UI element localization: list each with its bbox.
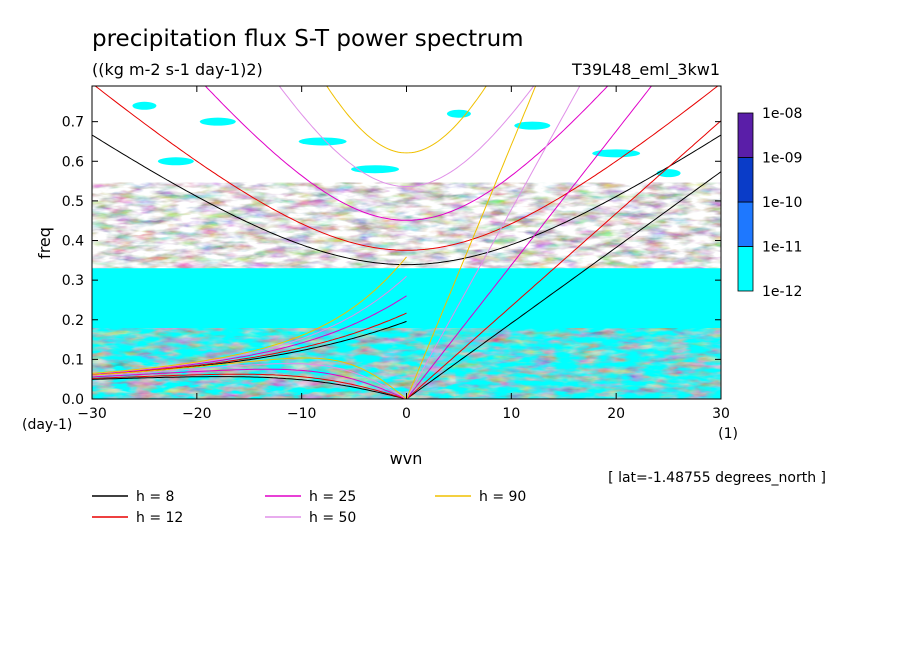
- dispersion-curves: [92, 86, 721, 399]
- shade-patch: [592, 149, 641, 158]
- dispersion-curve: [92, 376, 407, 399]
- y-tick-label: 0.0: [62, 392, 84, 408]
- y-tick-label: 0.5: [62, 194, 84, 210]
- dispersion-curve: [92, 312, 407, 376]
- colorbar-label: 1e-11: [762, 240, 802, 256]
- spectrum-shading: [92, 101, 721, 399]
- x-tick-label: 0: [402, 406, 411, 422]
- x-tick-label: −30: [77, 406, 107, 422]
- y-tick-label: 0.3: [62, 273, 84, 289]
- colorbar-label: 1e-09: [762, 151, 802, 167]
- dispersion-curve: [406, 120, 721, 399]
- shade-patch: [199, 117, 236, 126]
- dispersion-curve: [94, 86, 719, 251]
- y-unit-label: (day-1): [22, 417, 72, 433]
- colorbar-swatch: [737, 246, 754, 292]
- y-tick-label: 0.6: [62, 154, 84, 170]
- colorbar-label: 1e-12: [762, 284, 802, 300]
- dispersion-curve: [92, 363, 407, 399]
- x-axis-label: wvn: [390, 449, 423, 468]
- x-tick-label: 30: [712, 406, 730, 422]
- dispersion-curve: [92, 256, 407, 374]
- dispersion-curve: [406, 86, 581, 399]
- colorbar-label: 1e-10: [762, 195, 802, 211]
- shade-patch: [656, 169, 681, 178]
- x-tick-label: 20: [607, 406, 625, 422]
- latitude-annotation: [ lat=-1.48755 degrees_north ]: [608, 470, 826, 486]
- x-tick-label: −10: [287, 406, 317, 422]
- legend-label: h = 25: [309, 489, 356, 505]
- y-tick-label: 0.4: [62, 234, 84, 250]
- colorbar-swatch: [737, 201, 754, 247]
- colorbar-swatch: [737, 112, 754, 158]
- colorbar-label: 1e-08: [762, 106, 802, 122]
- shade-patch: [157, 157, 194, 166]
- y-tick-label: 0.1: [62, 352, 84, 368]
- colorbar: 1e-12 1e-11 1e-10 1e-09 1e-08: [737, 106, 802, 300]
- dispersion-curve: [92, 373, 407, 399]
- dispersion-curve: [406, 86, 537, 399]
- shade-patch: [514, 121, 551, 130]
- y-tick-label: 0.2: [62, 313, 84, 329]
- shade-patch: [298, 137, 347, 146]
- x-tick-label: 10: [502, 406, 520, 422]
- dispersion-curve: [204, 86, 609, 221]
- chart-title: precipitation flux S-T power spectrum: [92, 26, 524, 52]
- legend-label: h = 90: [479, 489, 526, 505]
- dispersion-curve: [278, 86, 535, 187]
- shade-patch: [446, 109, 471, 118]
- legend: h = 8 h = 12 h = 25 h = 50 h = 90: [92, 489, 526, 526]
- y-axis-label: freq: [35, 227, 54, 259]
- dispersion-curve: [92, 357, 407, 399]
- x-axis: −30 −20 −10 0 10 20 30: [77, 86, 730, 422]
- legend-label: h = 12: [136, 510, 183, 526]
- shade-patch: [351, 165, 400, 174]
- legend-label: h = 8: [136, 489, 174, 505]
- x-tick-label: −20: [182, 406, 212, 422]
- dispersion-curve: [326, 86, 487, 154]
- chart-subtitle: ((kg m-2 s-1 day-1)2): [92, 60, 263, 79]
- dispersion-curve: [406, 86, 653, 399]
- legend-label: h = 50: [309, 510, 356, 526]
- dispersion-curve: [406, 171, 721, 399]
- shade-patch: [132, 101, 157, 110]
- y-tick-label: 0.7: [62, 115, 84, 131]
- dispersion-curve: [92, 134, 721, 266]
- dispersion-curve: [92, 295, 407, 375]
- y-axis: 0.0 0.1 0.2 0.3 0.4 0.5 0.6 0.7: [62, 115, 721, 408]
- dispersion-curve: [92, 368, 407, 399]
- x-unit-label: (1): [718, 426, 738, 442]
- colorbar-swatch: [737, 157, 754, 203]
- experiment-label: T39L48_eml_3kw1: [571, 60, 720, 80]
